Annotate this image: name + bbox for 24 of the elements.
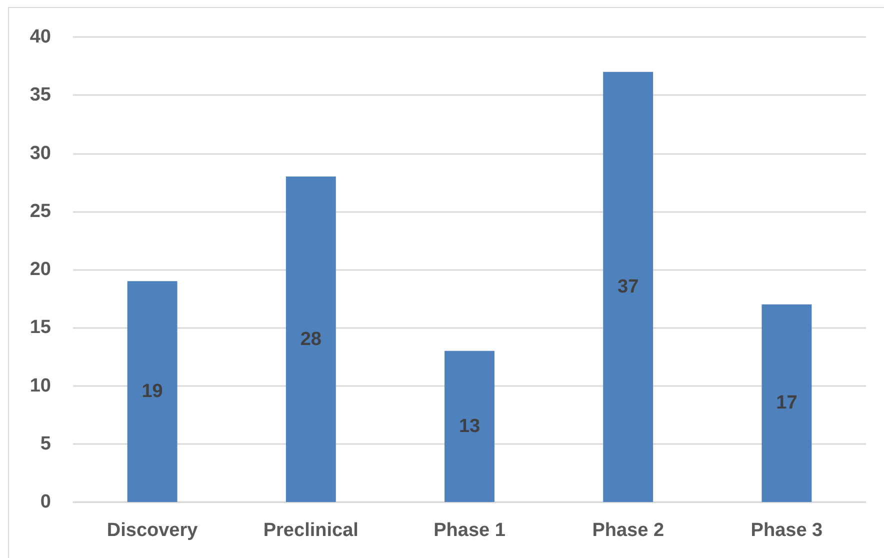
y-tick-label: 0	[40, 492, 51, 512]
x-tick-label: Phase 2	[592, 520, 664, 541]
y-tick-label: 40	[30, 26, 51, 48]
y-tick-label: 5	[40, 433, 52, 454]
x-tick-label: Phase 3	[750, 520, 823, 541]
data-label: 19	[142, 381, 163, 402]
bar	[444, 350, 494, 502]
bar	[127, 281, 178, 502]
data-label: 37	[618, 276, 639, 298]
y-tick-label: 15	[30, 317, 52, 338]
data-label: 28	[300, 328, 322, 350]
bar	[286, 176, 336, 502]
x-tick-label: Phase 1	[434, 520, 506, 541]
y-tick-label: 20	[30, 259, 51, 280]
x-tick-label: Preclinical	[263, 520, 358, 541]
data-label: 13	[458, 416, 480, 437]
y-tick-label: 35	[30, 84, 52, 106]
data-label: 17	[776, 392, 798, 414]
y-tick-label: 10	[30, 375, 51, 396]
bar	[603, 72, 654, 502]
y-tick-label: 25	[30, 200, 52, 222]
y-tick-label: 30	[30, 142, 51, 164]
bar	[762, 304, 812, 502]
x-tick-label: Discovery	[106, 520, 198, 541]
